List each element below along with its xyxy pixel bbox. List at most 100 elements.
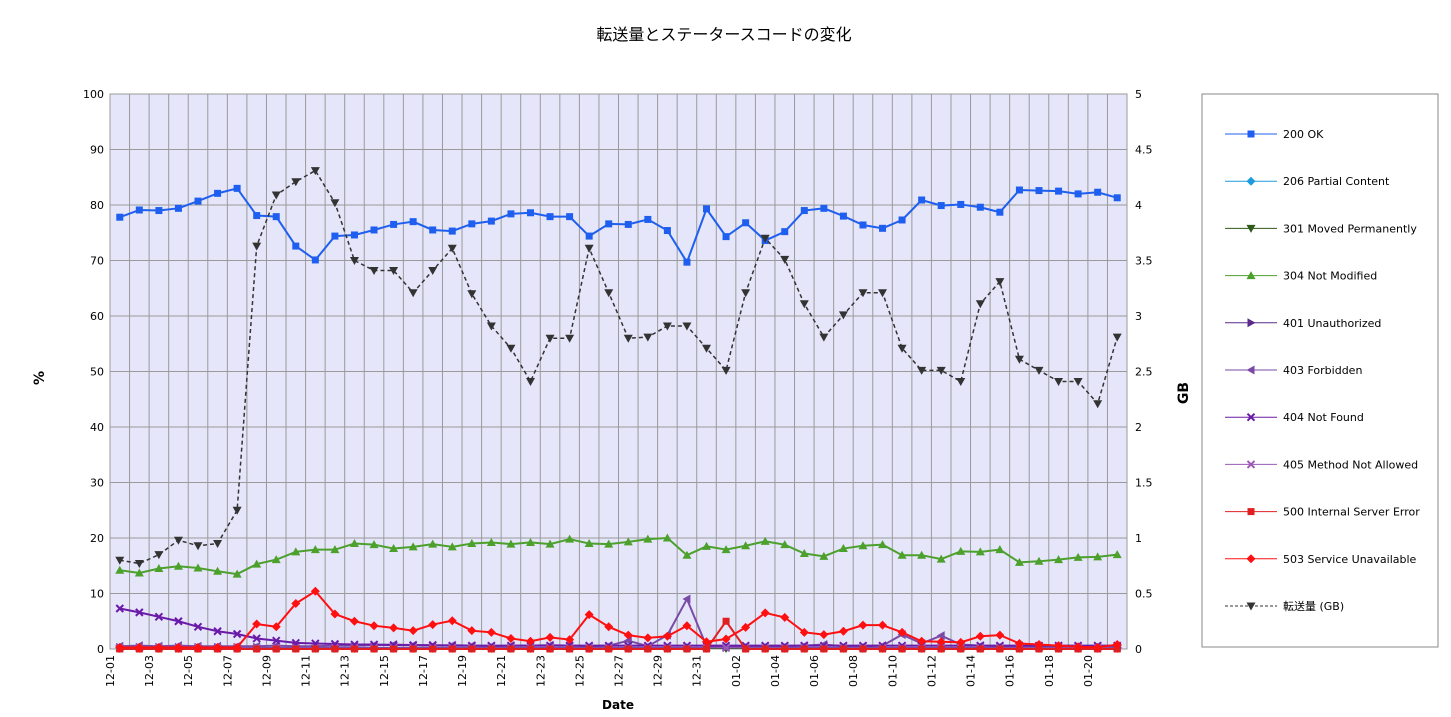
data-point [330,609,340,619]
data-point [272,636,281,645]
data-point [682,322,692,331]
data-point [252,242,262,251]
data-point [663,645,671,653]
legend-marker [1246,412,1256,422]
data-point [154,612,164,622]
data-point [154,564,164,573]
data-point [1093,400,1103,409]
data-point [760,536,770,545]
data-point [135,608,144,617]
data-point [936,631,945,641]
data-point [917,550,927,559]
data-point [1074,190,1082,198]
data-point [349,257,359,265]
series-0 [116,184,1121,266]
data-point [780,540,790,549]
x-tick-label: 01-08 [847,655,860,687]
data-point [1014,557,1024,566]
legend-label: 301 Moved Permanently [1283,222,1417,235]
data-point [389,623,399,633]
data-point [624,220,632,228]
data-point [1034,366,1044,375]
data-point [682,550,692,559]
y-axis-label-right: GB [1176,382,1192,404]
y-tick-label-left: 70 [90,255,104,268]
data-point [995,545,1005,554]
data-point [525,537,535,546]
legend-marker [1246,602,1256,611]
data-point [429,226,437,234]
legend-item: 405 Method Not Allowed [1225,458,1418,471]
data-point [858,289,868,298]
data-point [858,541,868,550]
left-axis-ticks: 0 10 20 30 40 50 60 70 80 90 100 [83,88,104,656]
data-point [330,199,340,208]
data-point [858,620,868,630]
data-point [1054,555,1064,564]
data-point [370,226,378,234]
data-point [585,232,593,240]
data-point [879,645,887,653]
y-tick-label-left: 0 [97,643,104,656]
data-point [644,645,652,653]
data-point [565,635,575,645]
data-point [506,344,516,353]
data-point [292,242,300,250]
y-tick-label-left: 20 [90,532,104,545]
x-tick-label: 12-13 [339,655,352,687]
legend-item: 転送量 (GB) [1225,599,1344,613]
data-point [702,344,712,353]
y-tick-label-left: 50 [90,366,104,379]
data-point [975,631,985,641]
data-point [232,642,242,652]
x-tick-label: 01-14 [965,655,978,687]
data-point [683,258,691,266]
legend-label: 500 Internal Server Error [1283,506,1420,519]
data-point [271,622,281,632]
legend-item: 503 Service Unavailable [1225,553,1417,566]
series-9 [115,586,1122,652]
data-point [781,645,789,653]
x-tick-label: 01-18 [1043,655,1056,687]
data-point [800,207,808,215]
data-point [1073,377,1083,386]
legend-marker [1247,130,1255,138]
data-point [897,627,907,637]
y-tick-label-left: 40 [90,421,104,434]
right-axis-ticks: 0 0.5 1 1.5 2 2.5 3 3.5 4 4.5 5 [1135,88,1153,656]
data-point [409,645,417,653]
data-point [1073,552,1083,561]
data-point [134,568,144,577]
data-point [408,542,418,551]
series-line [119,589,1118,649]
data-point [526,209,534,217]
data-point [721,545,731,554]
data-point [213,642,223,652]
x-tick-label: 12-27 [613,655,626,687]
data-point [349,616,359,626]
data-point [897,550,907,559]
data-point [584,244,594,253]
data-point [448,645,456,653]
data-point [703,205,711,213]
data-point [291,598,301,608]
data-point [917,636,927,646]
data-point [447,616,457,626]
data-point [1054,377,1064,386]
data-point [272,213,280,221]
y-tick-label-left: 80 [90,199,104,212]
data-point [486,537,496,546]
data-point [155,207,163,215]
x-tick-label: 01-04 [769,655,782,687]
legend-marker [1247,508,1255,516]
data-point [682,621,692,631]
y-tick-label-left: 10 [90,588,104,601]
data-point [487,217,495,225]
data-point [565,534,575,543]
data-point [390,220,398,228]
legend-marker [1246,271,1256,280]
data-point [995,278,1005,287]
data-point [428,620,438,630]
data-point [349,539,359,548]
